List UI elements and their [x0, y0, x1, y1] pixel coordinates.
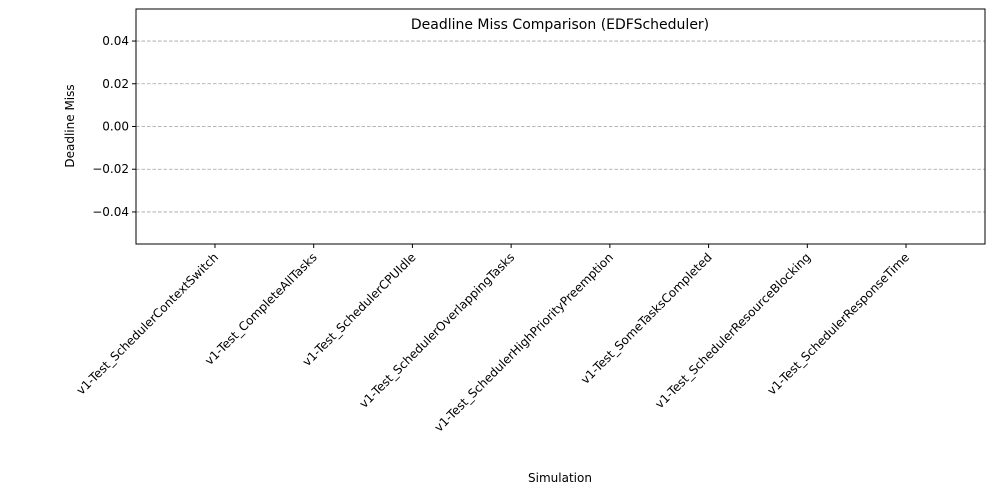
x-tick-label: v1-Test_SchedulerCPUIdle: [300, 250, 419, 369]
x-axis-ticks: v1-Test_SchedulerContextSwitchv1-Test_Co…: [74, 244, 912, 435]
y-tick-label: −0.02: [92, 162, 129, 176]
x-tick-label: v1-Test_SchedulerContextSwitch: [74, 250, 221, 397]
x-tick-label: v1-Test_SchedulerResourceBlocking: [652, 250, 813, 411]
y-tick-label: 0.04: [102, 34, 129, 48]
y-tick-label: −0.04: [92, 205, 129, 219]
x-axis-label: Simulation: [528, 471, 592, 485]
x-tick-label: v1-Test_SchedulerOverlappingTasks: [357, 250, 518, 411]
chart-title: Deadline Miss Comparison (EDFScheduler): [411, 17, 709, 33]
y-tick-label: 0.02: [102, 77, 129, 91]
x-tick-label: v1-Test_CompleteAllTasks: [202, 250, 320, 368]
y-axis-ticks: −0.04 −0.02 0.00 0.02 0.04: [92, 34, 136, 219]
grid-lines: [136, 40, 985, 213]
y-tick-label: 0.00: [102, 120, 129, 134]
x-tick-label: v1-Test_SchedulerHighPriorityPreemption: [432, 250, 616, 434]
y-axis-label: Deadline Miss: [63, 84, 77, 167]
